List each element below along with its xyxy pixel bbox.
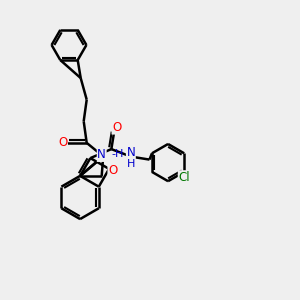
Text: -H: -H: [112, 149, 124, 159]
Text: N: N: [127, 146, 135, 159]
Text: O: O: [58, 136, 67, 149]
Text: Cl: Cl: [178, 171, 190, 184]
Text: N: N: [97, 148, 106, 161]
Text: O: O: [108, 164, 117, 177]
Text: O: O: [112, 121, 122, 134]
Text: H: H: [127, 159, 135, 169]
